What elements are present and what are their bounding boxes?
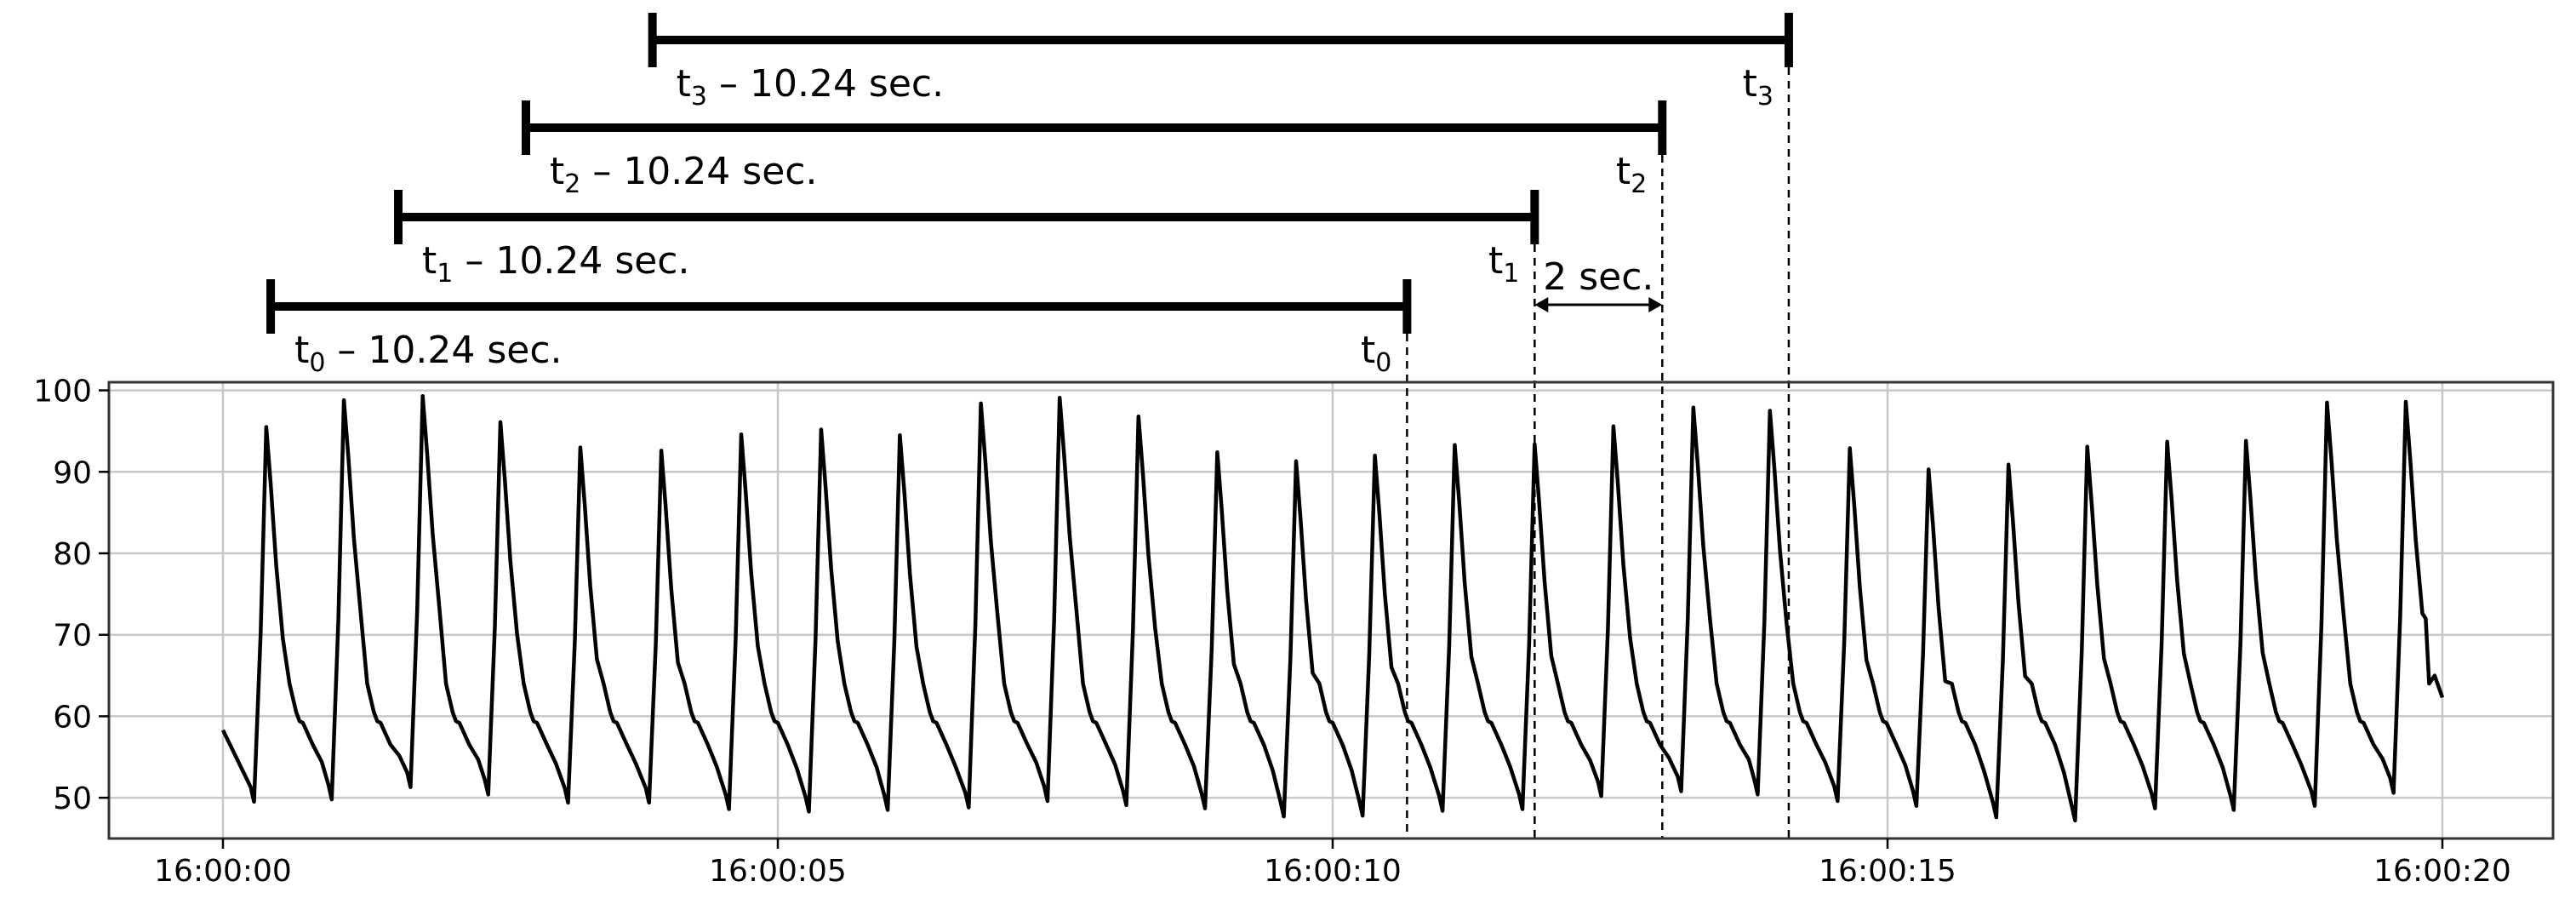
step-annotation: 2 sec. bbox=[1534, 255, 1663, 312]
y-axis: 50 60 70 80 90 100 bbox=[33, 375, 109, 816]
x-tick-label: 16:00:10 bbox=[1264, 854, 1402, 889]
window-end-markers bbox=[1406, 67, 1791, 838]
y-tick-label: 50 bbox=[53, 781, 92, 816]
window-start-label: t2 – 10.24 sec. bbox=[550, 150, 817, 199]
window-end-label: t2 bbox=[1616, 150, 1647, 199]
x-axis: 16:00:00 16:00:05 16:00:10 16:00:15 16:00:20 bbox=[154, 838, 2511, 889]
x-tick-label: 16:00:15 bbox=[1819, 854, 1956, 889]
window-3: t3 – 10.24 sec. t3 bbox=[648, 13, 1793, 112]
y-tick-label: 80 bbox=[53, 537, 92, 572]
window-end-label: t3 bbox=[1743, 62, 1773, 112]
y-tick-label: 70 bbox=[53, 619, 92, 654]
window-start-label: t0 – 10.24 sec. bbox=[294, 329, 562, 378]
plot-frame bbox=[107, 381, 2555, 840]
step-arrow-right-head bbox=[1648, 297, 1663, 312]
window-start-label: t1 – 10.24 sec. bbox=[422, 239, 689, 289]
step-label: 2 sec. bbox=[1543, 255, 1654, 299]
step-arrow-left-head bbox=[1534, 297, 1549, 312]
window-2: t2 – 10.24 sec. t2 bbox=[521, 100, 1667, 199]
window-end-label: t1 bbox=[1488, 239, 1519, 289]
window-annotations: t0 – 10.24 sec. t0 t1 – 10.24 sec. t1 t2 – 1… bbox=[266, 13, 1793, 378]
x-tick-label: 16:00:20 bbox=[2373, 854, 2511, 889]
signal-series bbox=[220, 394, 2445, 823]
x-tick-label: 16:00:00 bbox=[154, 854, 292, 889]
window-start-label: t3 – 10.24 sec. bbox=[677, 62, 944, 112]
y-tick-label: 60 bbox=[53, 700, 92, 735]
plot-background bbox=[109, 382, 2553, 838]
grid bbox=[109, 382, 2553, 838]
x-tick-label: 16:00:05 bbox=[709, 854, 847, 889]
plot-area bbox=[107, 67, 2555, 840]
window-0: t0 – 10.24 sec. t0 bbox=[266, 279, 1412, 378]
y-tick-label: 90 bbox=[53, 455, 92, 490]
y-tick-label: 100 bbox=[33, 375, 92, 409]
signal-line bbox=[220, 394, 2445, 823]
window-end-label: t0 bbox=[1361, 329, 1391, 378]
window-1: t1 – 10.24 sec. t1 bbox=[394, 190, 1539, 289]
